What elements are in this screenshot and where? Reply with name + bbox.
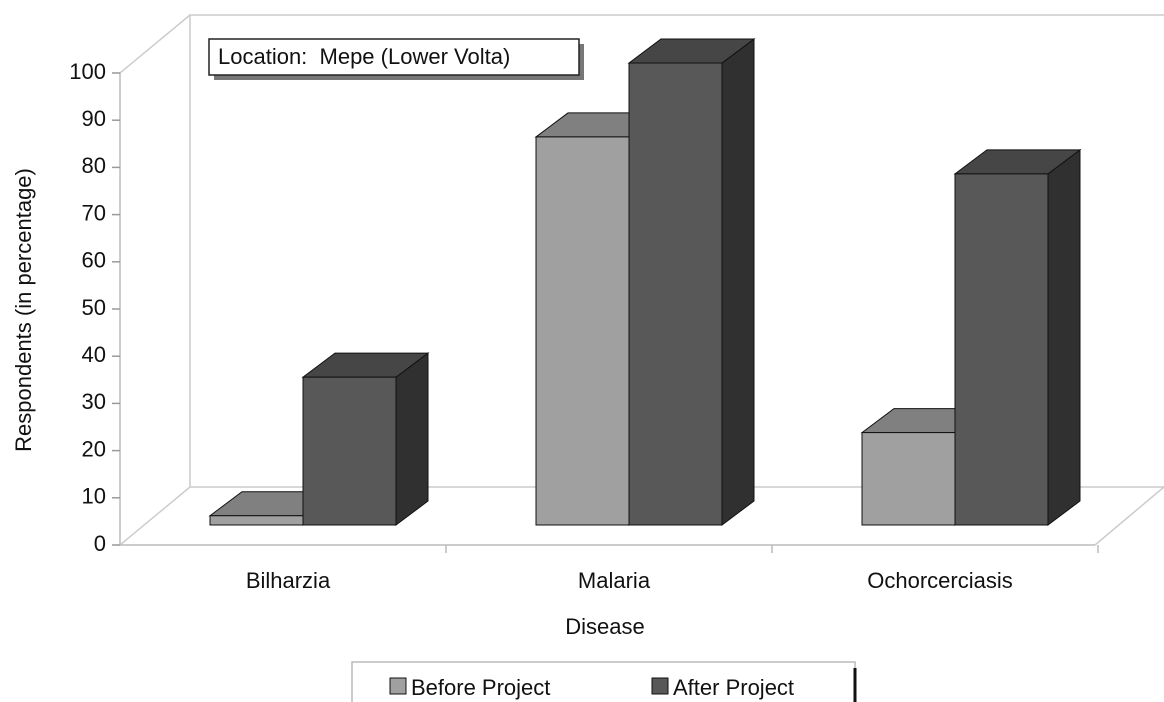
bar xyxy=(628,62,723,526)
bar xyxy=(209,515,304,526)
y-tick-label: 0 xyxy=(94,531,106,556)
annotation-box: Location: Mepe (Lower Volta) xyxy=(208,38,584,80)
bar-side xyxy=(395,352,429,526)
legend-box xyxy=(351,661,856,702)
y-tick-label: 30 xyxy=(82,389,106,414)
x-tick-label: Bilharzia xyxy=(246,568,331,593)
y-tick-label: 70 xyxy=(82,200,106,225)
y-tick-label: 40 xyxy=(82,342,106,367)
x-axis-title: Disease xyxy=(565,614,644,639)
y-tick-label: 100 xyxy=(69,59,106,84)
y-tick-label: 10 xyxy=(82,484,106,509)
y-tick-label: 60 xyxy=(82,248,106,273)
x-tick-label: Malaria xyxy=(578,568,651,593)
annotation: Location: Mepe (Lower Volta) xyxy=(218,44,510,69)
bar xyxy=(302,376,397,526)
legend-swatch xyxy=(651,677,669,695)
y-tick-label: 90 xyxy=(82,106,106,131)
legend-swatch xyxy=(389,677,407,695)
y-axis-title: Respondents (in percentage) xyxy=(11,168,36,452)
x-tick-label: Ochorcerciasis xyxy=(867,568,1012,593)
bar xyxy=(535,136,630,526)
bar xyxy=(954,173,1049,526)
y-tick-label: 20 xyxy=(82,436,106,461)
bar-side xyxy=(721,38,755,526)
bar xyxy=(861,432,956,526)
y-tick-label: 80 xyxy=(82,153,106,178)
y-tick-label: 50 xyxy=(82,295,106,320)
legend-label: Before Project xyxy=(411,675,550,700)
legend-label: After Project xyxy=(673,675,794,700)
bar-side xyxy=(1047,148,1081,526)
